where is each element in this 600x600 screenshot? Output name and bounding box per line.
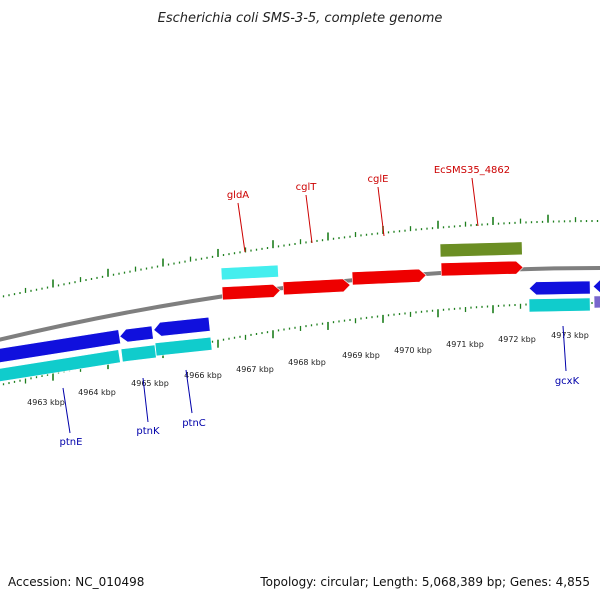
gene-next-box [593,295,600,309]
kbp-label: 4971 kbp [446,340,484,349]
gene-label-gcxK: gcxK [555,376,580,387]
kbp-label: 4968 kbp [288,358,326,367]
gene-ptnE-box [0,349,121,384]
gene-cglE-arrow [351,268,427,286]
callout-line [237,202,246,253]
gene-label-gldA: gldA [227,190,249,201]
genome-summary: Topology: circular; Length: 5,068,389 bp… [259,575,590,589]
gene-callouts: gldA cglT cglE EcSMS35_4862 ptnE ptnK ptnC gcxK [60,165,580,448]
gene-label-cglE: cglE [368,174,389,185]
callout-line [305,194,313,244]
gene-cglT-arrow [282,278,351,296]
gene-gldA-arrow [221,284,281,301]
kbp-label: 4966 kbp [184,371,222,380]
map-title: Escherichia coli SMS-3-5, complete genom… [158,11,443,26]
gene-ptnK-arrow [119,325,154,343]
reverse-strand-genes [0,279,600,384]
callout-line [62,387,71,434]
accession-label: Accession: NC_010498 [8,575,144,589]
gene-ptnK-box [120,344,157,363]
callout-line [142,377,149,423]
kbp-label: 4972 kbp [498,335,536,344]
gene-label-EcSMS35_4862: EcSMS35_4862 [434,165,510,176]
callout-line [377,186,385,237]
gene-ptnC-arrow [153,316,211,337]
kbp-label: 4970 kbp [394,346,432,355]
kbp-label: 4964 kbp [78,388,116,397]
forward-strand-genes [220,241,524,301]
kbp-label: 4973 kbp [551,331,589,340]
gene-label-ptnK: ptnK [136,426,160,437]
callout-line [562,325,567,372]
gene-label-ptnE: ptnE [60,437,83,448]
gene-next-arrow [592,279,600,294]
gene-EcSMS35-4862-box [439,241,523,258]
kbp-label: 4963 kbp [27,398,65,407]
gene-gldA-box [220,264,279,281]
gene-gcxK-box [528,297,591,313]
callout-line [185,369,193,414]
gene-ptnC-box [154,336,213,357]
gene-label-cglT: cglT [296,182,318,193]
kbp-label: 4965 kbp [131,379,169,388]
gene-EcSMS35-4862-arrow [440,260,524,277]
outer-tick-ring [2,214,599,298]
gene-gcxK-arrow [528,280,591,296]
gene-ptnE-arrow [0,329,121,364]
callout-line [471,177,479,227]
kbp-label: 4969 kbp [342,351,380,360]
kbp-scale-labels: 4963 kbp 4964 kbp 4965 kbp 4966 kbp 4967 kbp… [27,331,589,407]
kbp-label: 4967 kbp [236,365,274,374]
gene-label-ptnC: ptnC [182,418,206,429]
